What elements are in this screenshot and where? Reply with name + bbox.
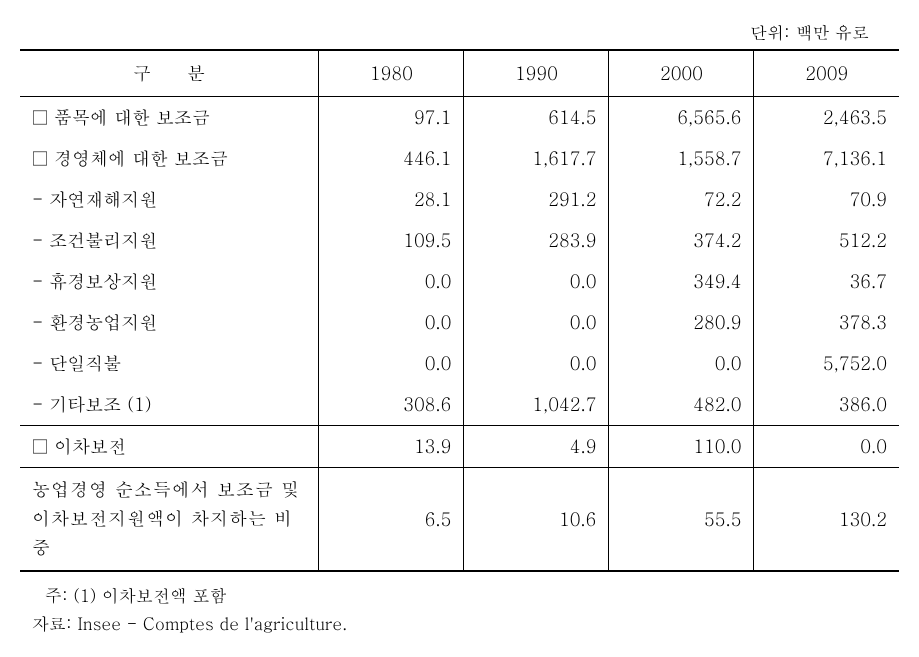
row-value: 0.0 xyxy=(319,343,464,384)
row-label: - 환경농업지원 xyxy=(20,302,319,343)
unit-label: 단위: 백만 유로 xyxy=(20,20,899,44)
row-value: 0.0 xyxy=(464,261,609,302)
label-line: 이차보전지원액이 차지하는 비중 xyxy=(32,505,306,563)
row-value: 386.0 xyxy=(754,384,899,426)
row-value: 482.0 xyxy=(609,384,754,426)
row-label: 농업경영 순소득에서 보조금 및이차보전지원액이 차지하는 비중 xyxy=(20,468,319,572)
header-row: 구 분 1980 1990 2000 2009 xyxy=(20,50,899,97)
row-value: 4.9 xyxy=(464,426,609,468)
category-header: 구 분 xyxy=(20,50,319,97)
row-label: - 자연재해지원 xyxy=(20,179,319,220)
row-value: 0.0 xyxy=(319,261,464,302)
row-label: □ 품목에 대한 보조금 xyxy=(20,97,319,139)
row-value: 70.9 xyxy=(754,179,899,220)
year-header: 2000 xyxy=(609,50,754,97)
row-label: - 조건불리지원 xyxy=(20,220,319,261)
row-label: □ 이차보전 xyxy=(20,426,319,468)
table-row: □ 경영체에 대한 보조금446.11,617.71,558.77,136.1 xyxy=(20,138,899,179)
row-value: 10.6 xyxy=(464,468,609,572)
footnote-note: 주: (1) 이차보전액 포함 xyxy=(45,583,227,607)
row-value: 6.5 xyxy=(319,468,464,572)
table-row: - 휴경보상지원0.00.0349.436.7 xyxy=(20,261,899,302)
label-line: 농업경영 순소득에서 보조금 및 xyxy=(32,476,306,505)
row-value: 378.3 xyxy=(754,302,899,343)
row-value: 308.6 xyxy=(319,384,464,426)
table-row: - 환경농업지원0.00.0280.9378.3 xyxy=(20,302,899,343)
table-row-summary: 농업경영 순소득에서 보조금 및이차보전지원액이 차지하는 비중6.510.65… xyxy=(20,468,899,572)
row-value: 1,042.7 xyxy=(464,384,609,426)
row-value: 5,752.0 xyxy=(754,343,899,384)
row-value: 72.2 xyxy=(609,179,754,220)
row-value: 349.4 xyxy=(609,261,754,302)
year-header: 2009 xyxy=(754,50,899,97)
row-value: 0.0 xyxy=(319,302,464,343)
row-value: 0.0 xyxy=(754,426,899,468)
table-row: - 단일직불0.00.00.05,752.0 xyxy=(20,343,899,384)
row-value: 512.2 xyxy=(754,220,899,261)
row-label: □ 경영체에 대한 보조금 xyxy=(20,138,319,179)
row-value: 109.5 xyxy=(319,220,464,261)
row-label: - 휴경보상지원 xyxy=(20,261,319,302)
row-value: 13.9 xyxy=(319,426,464,468)
table-row: - 자연재해지원28.1291.272.270.9 xyxy=(20,179,899,220)
row-value: 0.0 xyxy=(464,302,609,343)
year-header: 1980 xyxy=(319,50,464,97)
table-row: - 조건불리지원109.5283.9374.2512.2 xyxy=(20,220,899,261)
footnote-source: 자료: Insee - Comptes de l'agriculture. xyxy=(32,610,899,637)
year-header: 1990 xyxy=(464,50,609,97)
row-label: - 단일직불 xyxy=(20,343,319,384)
row-value: 446.1 xyxy=(319,138,464,179)
row-value: 28.1 xyxy=(319,179,464,220)
row-value: 280.9 xyxy=(609,302,754,343)
row-label: - 기타보조 (1) xyxy=(20,384,319,426)
row-value: 614.5 xyxy=(464,97,609,139)
row-value: 291.2 xyxy=(464,179,609,220)
row-value: 1,558.7 xyxy=(609,138,754,179)
row-value: 55.5 xyxy=(609,468,754,572)
row-value: 6,565.6 xyxy=(609,97,754,139)
row-value: 0.0 xyxy=(609,343,754,384)
row-value: 0.0 xyxy=(464,343,609,384)
data-table: 구 분 1980 1990 2000 2009 □ 품목에 대한 보조금97.1… xyxy=(20,49,899,572)
row-value: 374.2 xyxy=(609,220,754,261)
row-value: 1,617.7 xyxy=(464,138,609,179)
row-value: 97.1 xyxy=(319,97,464,139)
row-value: 36.7 xyxy=(754,261,899,302)
row-value: 130.2 xyxy=(754,468,899,572)
row-value: 2,463.5 xyxy=(754,97,899,139)
row-value: 283.9 xyxy=(464,220,609,261)
table-row: □ 품목에 대한 보조금97.1614.56,565.62,463.5 xyxy=(20,97,899,139)
footnote-block: 주: (1) 이차보전액 포함 자료: Insee - Comptes de l… xyxy=(20,582,899,636)
table-row: - 기타보조 (1)308.61,042.7482.0386.0 xyxy=(20,384,899,426)
row-value: 7,136.1 xyxy=(754,138,899,179)
row-value: 110.0 xyxy=(609,426,754,468)
table-row: □ 이차보전13.94.9110.00.0 xyxy=(20,426,899,468)
